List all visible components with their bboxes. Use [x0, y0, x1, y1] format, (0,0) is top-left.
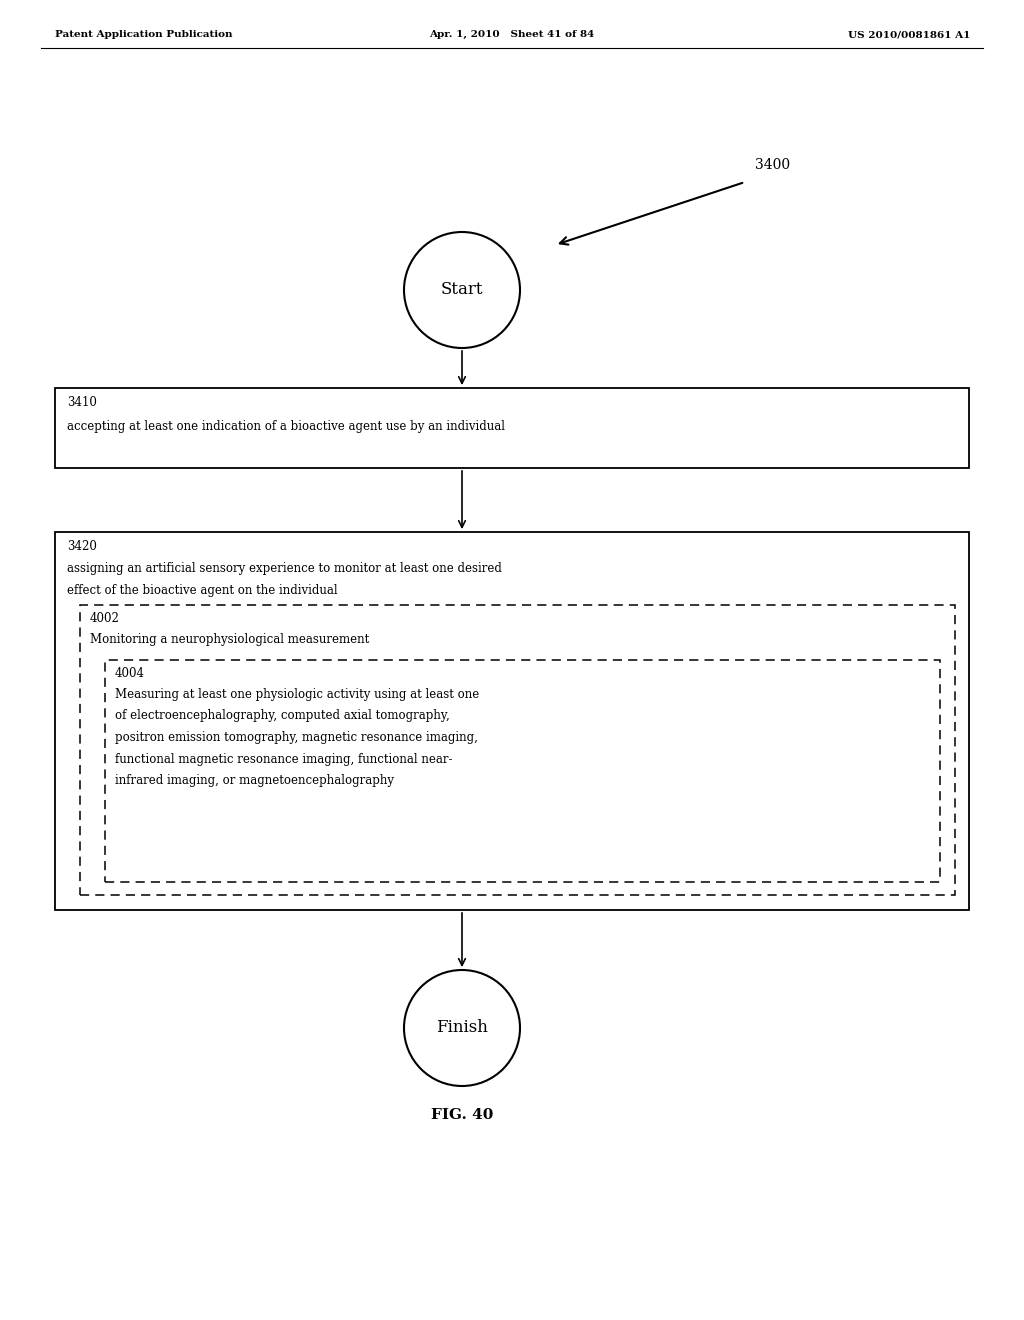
Text: Apr. 1, 2010   Sheet 41 of 84: Apr. 1, 2010 Sheet 41 of 84 [429, 30, 595, 40]
Text: positron emission tomography, magnetic resonance imaging,: positron emission tomography, magnetic r… [115, 731, 478, 744]
Text: FIG. 40: FIG. 40 [431, 1107, 494, 1122]
Text: assigning an artificial sensory experience to monitor at least one desired: assigning an artificial sensory experien… [67, 562, 502, 576]
Bar [105, 660, 940, 882]
Bar [55, 532, 969, 909]
Text: Monitoring a neurophysiological measurement: Monitoring a neurophysiological measurem… [90, 634, 370, 645]
Text: 3420: 3420 [67, 540, 97, 553]
Text: 3410: 3410 [67, 396, 97, 409]
Text: 3400: 3400 [755, 158, 791, 172]
Bar [55, 388, 969, 469]
Text: 4004: 4004 [115, 667, 145, 680]
Bar [80, 605, 955, 895]
Text: of electroencephalography, computed axial tomography,: of electroencephalography, computed axia… [115, 710, 450, 722]
Text: Start: Start [440, 281, 483, 298]
Text: Patent Application Publication: Patent Application Publication [55, 30, 232, 40]
Text: effect of the bioactive agent on the individual: effect of the bioactive agent on the ind… [67, 583, 338, 597]
Text: Finish: Finish [436, 1019, 488, 1036]
Text: 4002: 4002 [90, 612, 120, 624]
Text: infrared imaging, or magnetoencephalography: infrared imaging, or magnetoencephalogra… [115, 774, 394, 787]
Text: functional magnetic resonance imaging, functional near-: functional magnetic resonance imaging, f… [115, 752, 453, 766]
Text: Measuring at least one physiologic activity using at least one: Measuring at least one physiologic activ… [115, 688, 479, 701]
Text: accepting at least one indication of a bioactive agent use by an individual: accepting at least one indication of a b… [67, 420, 505, 433]
Text: US 2010/0081861 A1: US 2010/0081861 A1 [848, 30, 970, 40]
